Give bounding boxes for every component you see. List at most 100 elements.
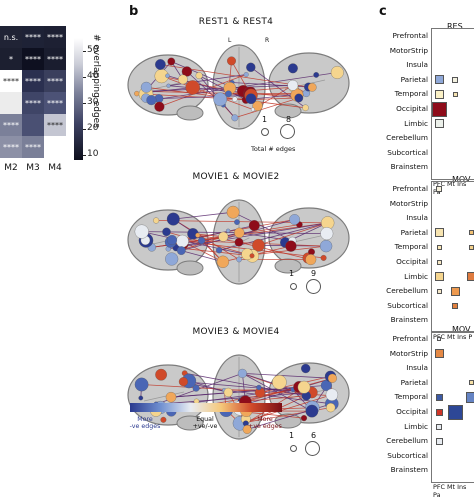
brain-node [167,84,171,88]
heatmap-cell [0,92,22,114]
region-label: Cerebellum [380,133,428,142]
size-legend-min: 1 [289,269,294,278]
matrix-square [436,409,443,416]
colorbar-tick-mark [83,77,86,78]
matrix-square [435,119,444,128]
region-label: Occipital [380,257,428,266]
size-legend-large-circle [280,124,295,139]
region-label: Limbic [380,272,428,281]
brain-node [178,75,187,84]
brain-node [302,105,308,111]
brain-node [256,385,261,390]
brain-node [237,257,242,262]
heatmap-cell: n.s. [0,26,22,48]
brain-node [320,240,332,252]
brain-node [168,58,175,65]
brain-cerebellum [177,261,203,275]
brain-node [216,247,222,253]
brain-node [214,93,227,106]
brain-node [177,246,185,254]
brain-node [232,97,237,102]
matrix-square [437,289,442,294]
brain-node [306,254,317,265]
brain-node [289,214,299,224]
brain-node [249,220,260,231]
matrix-square [452,303,458,309]
brain-node [134,91,139,96]
matrix-square [437,260,442,265]
brain-node [198,237,205,244]
brain-node [165,74,169,78]
region-label: Subcortical [380,301,428,310]
region-label: MotorStrip [380,199,428,208]
brain-node [326,389,338,401]
matrix-square [436,394,443,401]
matrix-square [435,75,444,84]
colorbar-tick-mark [83,155,86,156]
brain-node [195,233,200,238]
brain-node [234,219,239,224]
brain-node [167,235,177,245]
edge-colorbar-left-label: More -ve edges [128,416,162,430]
brain-cerebellum [275,259,301,273]
brain-node [147,95,157,105]
size-legend-max: 9 [311,269,316,278]
region-label: Limbic [380,422,428,431]
edge-colorbar-right-label: More +ve edges [246,416,284,430]
region-label: Prefrontal [380,31,428,40]
brain-node [321,255,327,261]
region-label: Subcortical [380,148,428,157]
brain-node [155,59,165,69]
brain-node [314,72,319,77]
brain-node [306,405,318,417]
region-label: MotorStrip [380,46,428,55]
matrix-square [437,245,442,250]
colorbar-tick-label: 10 [87,149,98,159]
size-legend-min: 1 [289,431,294,440]
brain-node [227,57,236,66]
brain-node [272,375,286,389]
brain-node [166,392,176,402]
brain-node [301,364,310,373]
brain-node [251,108,255,112]
heatmap-cell: **** [0,136,22,158]
brain-node [288,64,298,74]
brain-node [135,225,149,239]
brain-node [141,82,152,93]
brain-node [321,227,334,240]
colorbar-tick-mark [83,51,86,52]
brain-node [235,238,243,246]
region-label: Prefrontal [380,334,428,343]
matrix-col-labels: PFC Mt Ins Pa [433,483,474,499]
brain-node [155,369,166,380]
region-label: Parietal [380,228,428,237]
region-label: Limbic [380,119,428,128]
brain-node [295,94,303,102]
matrix-square [453,92,458,97]
brain-node [226,229,230,233]
brain-node [162,228,170,236]
brain-node [285,241,296,252]
heatmap-cell: **** [0,114,22,136]
brain-node [234,228,244,238]
brain-node [217,256,229,268]
brain-node [288,80,298,90]
brain-node [301,415,307,421]
heatmap-cell: * [0,48,22,70]
matrix-square [436,438,443,445]
size-legend-min: 1 [262,115,267,124]
matrix-square [452,77,458,83]
matrix-square [469,380,474,385]
brain-node [135,378,148,391]
matrix-frame [431,181,474,333]
region-label: Brainstem [380,162,428,171]
size-legend-max: 8 [286,115,291,124]
brain-node [326,403,335,412]
brain-node [298,381,310,393]
colorbar-tick-mark [83,103,86,104]
brain-node [227,206,239,218]
brain-node [196,72,203,79]
colorbar-label: # overlapping edges [91,34,101,128]
matrix-square [435,90,444,99]
brain-node [246,94,256,104]
